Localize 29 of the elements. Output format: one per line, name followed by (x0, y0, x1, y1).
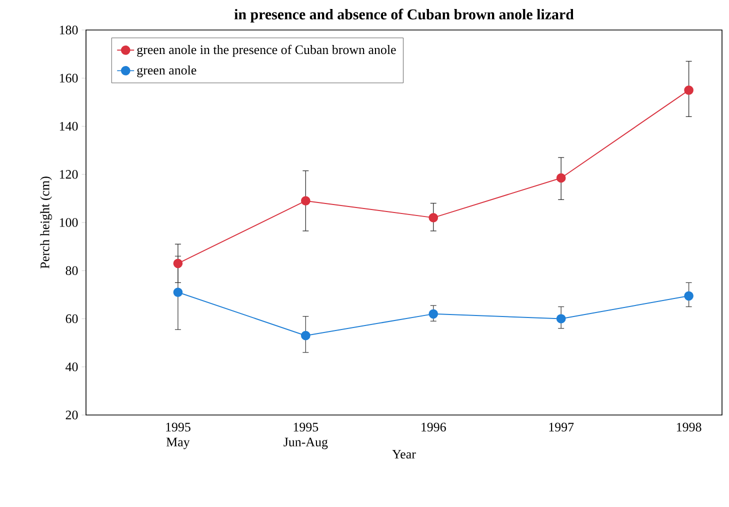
y-tick-label: 100 (60, 218, 78, 227)
point (173, 258, 183, 268)
x-tick-label: 1998 (676, 422, 702, 432)
y-tick-label: 60 (66, 314, 78, 324)
point (684, 85, 694, 95)
point (300, 196, 310, 206)
y-tick-label: 120 (60, 170, 78, 179)
y-axis-title: Perch height (cm) (40, 176, 52, 269)
y-tick-label: 140 (60, 122, 78, 131)
x-tick-label: 1996 (422, 422, 446, 432)
y-tick-label: 160 (60, 74, 78, 82)
point (428, 309, 438, 319)
point (556, 314, 566, 324)
x-tick-label: 1997 (549, 422, 574, 432)
y-tick-label: 40 (66, 362, 78, 372)
legend-label: green anole in the presence of Cuban brown anole (137, 44, 396, 57)
x-tick-label: 1995 Jun-Aug (284, 422, 328, 450)
y-tick-label: 180 (60, 26, 78, 34)
point (556, 173, 566, 183)
y-tick-label: 20 (66, 410, 78, 420)
x-tick-label: 1995 May (166, 422, 190, 450)
x-axis-title: Year (392, 450, 416, 459)
point (173, 288, 183, 297)
chart-title: in presence and absence of Cuban brown anole lizard (234, 8, 574, 22)
point (428, 213, 438, 222)
legend-label: green anole (137, 65, 196, 78)
point (300, 330, 310, 340)
y-tick-label: 80 (66, 266, 78, 275)
point (684, 291, 694, 301)
